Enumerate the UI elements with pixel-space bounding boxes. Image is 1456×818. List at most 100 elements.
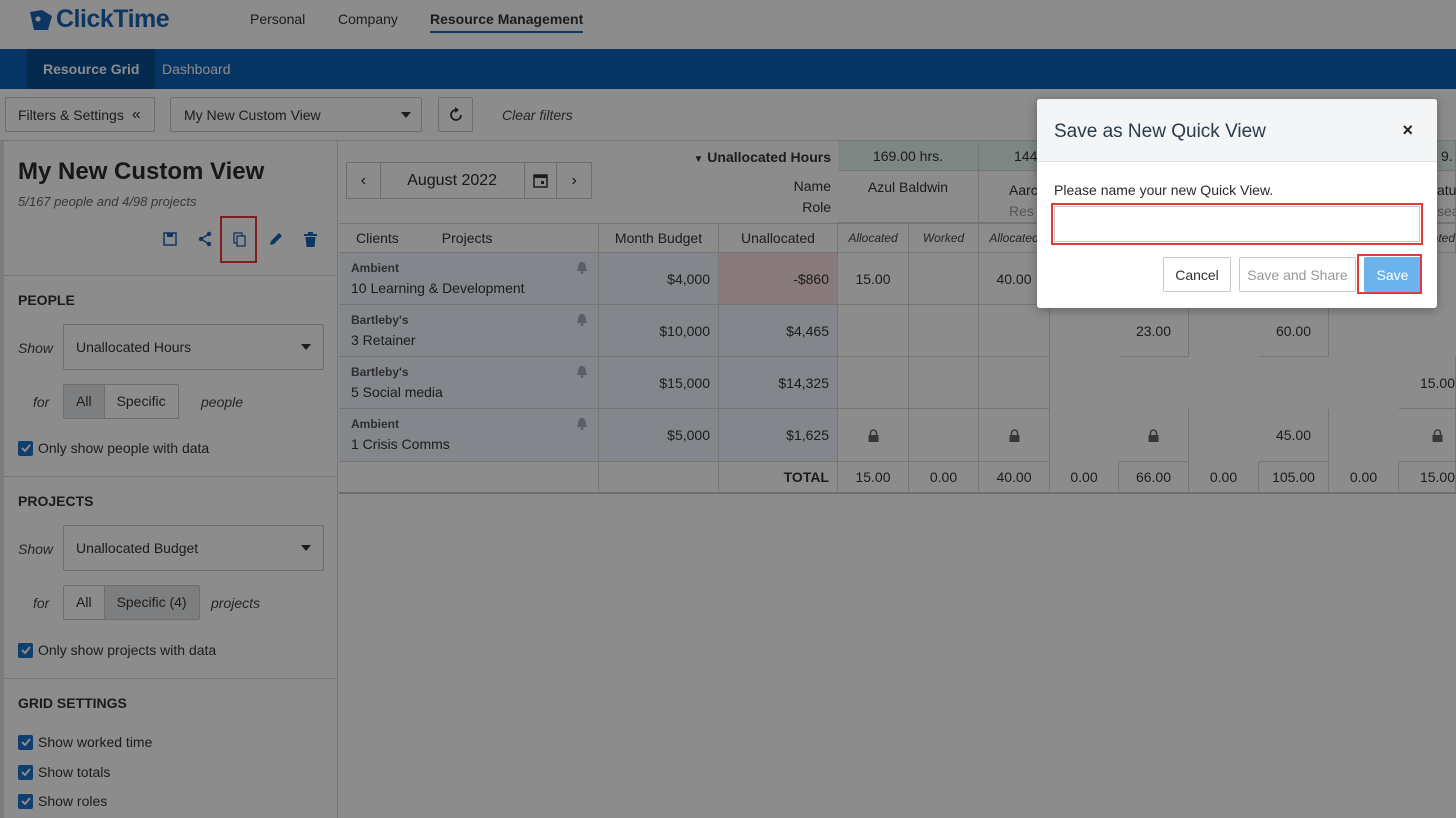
unallocated-header[interactable]: Unallocated [719,223,838,253]
projects-all-option[interactable]: All [64,586,105,619]
view-title: My New Custom View [18,158,265,185]
person-name-1[interactable]: Azul Baldwin [838,171,979,223]
projects-specific-option[interactable]: Specific (4) [104,586,199,619]
lock-icon [1432,428,1443,442]
only-people-with-data-label: Only show people with data [38,440,210,456]
person-role-2: Res [1009,203,1034,219]
nav-resource-management[interactable]: Resource Management [430,11,584,33]
allocated-cell[interactable]: 15.00 [838,253,909,305]
share-icon[interactable] [194,228,216,250]
lock-icon [1148,428,1159,442]
tab-resource-grid[interactable]: Resource Grid [27,49,156,89]
project-name: 5 Social media [351,384,443,400]
caret-down-icon [301,545,311,551]
lock-icon [868,428,878,442]
refresh-button[interactable] [438,97,473,132]
table-row-project[interactable]: Bartleby's 3 Retainer [339,305,599,357]
show-totals-checkbox[interactable]: Show totals [18,764,110,780]
unallocated-cell: $4,465 [719,305,838,357]
cancel-button[interactable]: Cancel [1163,257,1231,292]
show-worked-time-checkbox[interactable]: Show worked time [18,734,152,750]
trash-icon[interactable] [299,228,321,250]
projects-show-select[interactable]: Unallocated Budget [63,525,324,571]
show-totals-label: Show totals [38,764,111,780]
allocated-cell[interactable] [838,305,909,357]
table-row-project[interactable]: Ambient 1 Crisis Comms [339,409,599,462]
totals-spacer [339,462,599,494]
worked-cell[interactable] [909,357,979,409]
logo-text: ClickTime [56,5,170,33]
month-budget-cell: $4,000 [599,253,719,305]
project-name: 1 Crisis Comms [351,436,450,452]
grid-settings-title: GRID SETTINGS [18,695,127,711]
show-roles-checkbox[interactable]: Show roles [18,793,107,809]
bell-icon[interactable] [576,417,588,433]
project-name: 3 Retainer [351,332,416,348]
close-icon[interactable]: × [1402,120,1413,140]
person-hours-1: 169.00 hrs. [838,141,979,171]
bell-icon[interactable] [576,313,588,329]
table-row-project[interactable]: Ambient 10 Learning & Development [339,253,599,305]
month-budget-header[interactable]: Month Budget [599,223,719,253]
sub-nav: Resource Grid Dashboard [0,49,1456,89]
client-name: Bartleby's [351,313,409,327]
worked-cell[interactable] [909,305,979,357]
bell-icon[interactable] [576,261,588,277]
input-highlight [1051,203,1423,245]
person-role-5: sea [1437,203,1456,219]
clients-header[interactable]: Clients [356,230,399,246]
save-and-share-button[interactable]: Save and Share [1239,257,1356,292]
nav-personal[interactable]: Personal [250,11,306,27]
unallocated-hours-header[interactable]: ▼ Unallocated Hours [669,149,832,165]
projects-show-value: Unallocated Budget [76,540,199,556]
save-button[interactable]: Save [1364,257,1421,292]
save-highlight [1357,254,1422,294]
allocated-cell[interactable]: 45.00 [1259,409,1329,462]
unallocated-cell: $14,325 [719,357,838,409]
allocated-subheader: Allocated [838,223,909,253]
table-row-project[interactable]: Bartleby's 5 Social media [339,357,599,409]
allocated-cell[interactable] [979,357,1050,409]
month-budget-cell: $15,000 [599,357,719,409]
month-budget-cell: $10,000 [599,305,719,357]
allocated-cell[interactable]: 23.00 [1119,305,1189,357]
client-name: Bartleby's [351,365,409,379]
prev-month-button[interactable]: ‹ [347,163,381,198]
locked-cell [1119,409,1189,462]
save-icon[interactable] [159,228,181,250]
people-show-select[interactable]: Unallocated Hours [63,324,324,370]
filters-settings-button[interactable]: Filters & Settings « [5,97,155,132]
projects-header[interactable]: Projects [441,230,493,246]
clicktime-logo[interactable]: ClickTime [28,5,170,34]
worked-cell[interactable] [909,253,979,305]
allocated-cell[interactable]: 60.00 [1259,305,1329,357]
quick-view-select[interactable]: My New Custom View [170,97,422,132]
next-month-button[interactable]: › [571,171,577,189]
people-show-label: Show [18,340,54,356]
clear-filters-link[interactable]: Clear filters [502,107,573,123]
divider [4,275,338,276]
total-cell: 105.00 [1259,462,1329,494]
people-suffix: people [201,394,244,410]
total-cell: 0.00 [1189,462,1259,494]
tab-dashboard[interactable]: Dashboard [162,61,231,77]
people-scope-toggle: All Specific [63,384,179,419]
only-projects-with-data-checkbox[interactable]: Only show projects with data [18,642,216,658]
only-people-with-data-checkbox[interactable]: Only show people with data [18,440,209,456]
person-cell-2[interactable]: Aarc Res [979,171,1120,223]
checkmark-icon [18,642,33,658]
total-cell: 15.00 [838,462,909,494]
worked-cell[interactable] [909,409,979,462]
duplicate-icon[interactable] [229,228,251,250]
double-chevron-left-icon: « [131,105,141,123]
people-specific-option[interactable]: Specific [116,393,166,409]
nav-company[interactable]: Company [338,11,398,27]
only-projects-with-data-label: Only show projects with data [38,642,217,658]
edit-pencil-icon[interactable] [264,228,286,250]
allocated-cell[interactable] [838,357,909,409]
quick-view-name-input[interactable] [1054,206,1420,242]
people-all-option[interactable]: All [64,385,105,418]
allocated-cell[interactable] [979,305,1050,357]
calendar-icon[interactable] [523,163,558,198]
bell-icon[interactable] [576,365,588,381]
